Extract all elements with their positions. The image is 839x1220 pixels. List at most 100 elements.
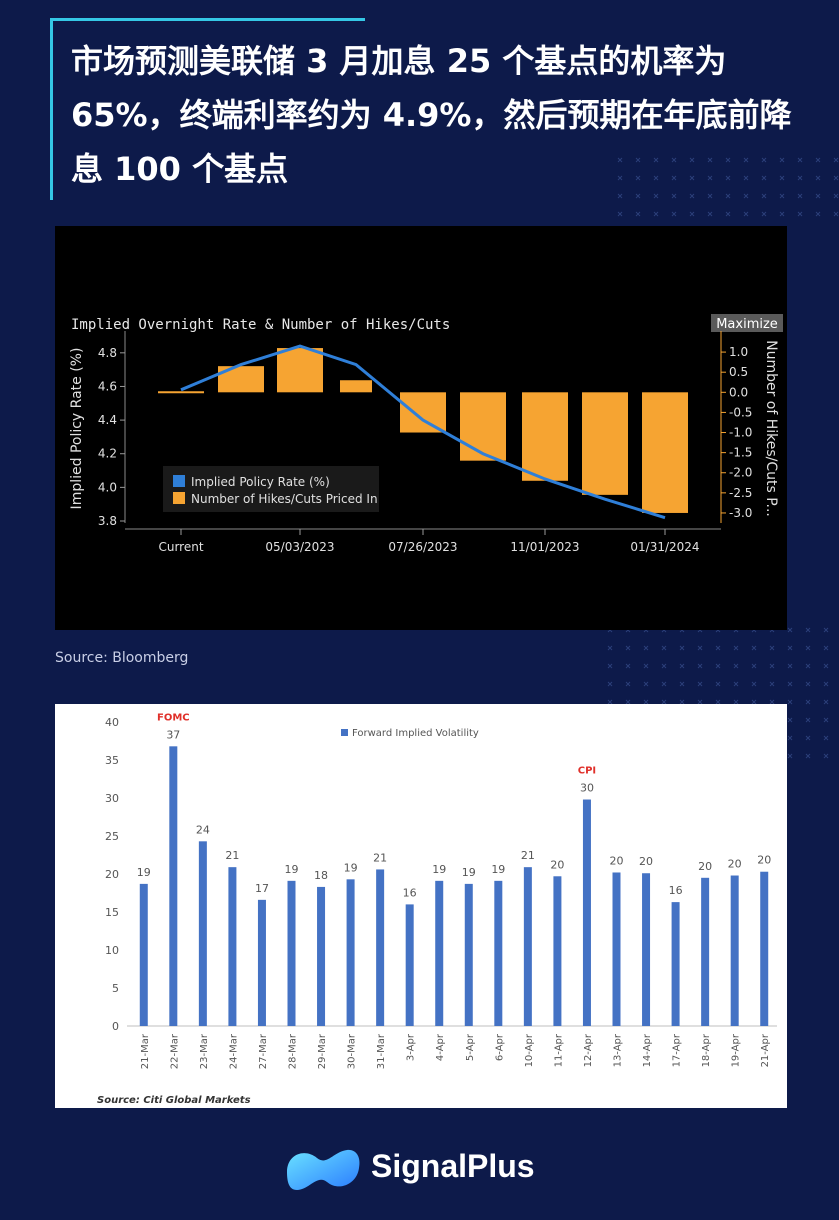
hike-cut-bar [460, 392, 506, 461]
y-tick-label: 4.4 [98, 413, 117, 427]
x-tick-label: 27-Mar [258, 1033, 269, 1069]
x-tick-label: 07/26/2023 [388, 540, 457, 554]
citi-chart-svg: 0 5 10 15 20 25 30 35 40 Forward Implied Volatili… [97, 712, 777, 1106]
x-tick-label: 05/03/2023 [265, 540, 334, 554]
data-label: 20 [698, 860, 712, 873]
hike-cut-bar [400, 392, 446, 433]
hike-cut-bar [340, 380, 372, 393]
y-tick-label: 3.8 [98, 514, 117, 528]
volatility-bar [523, 867, 532, 1026]
y-tick-label: 20 [105, 868, 119, 881]
volatility-bar [346, 879, 355, 1026]
volatility-bar [257, 899, 266, 1026]
data-label: 19 [285, 863, 299, 876]
y-tick-label: 15 [105, 906, 119, 919]
brand-name: SignalPlus [371, 1148, 535, 1184]
data-label: 37 [166, 728, 180, 741]
data-label: 17 [255, 882, 269, 895]
data-label: 16 [669, 884, 683, 897]
data-label: 21 [521, 849, 535, 862]
x-tick-label: 10-Apr [524, 1033, 535, 1067]
y-tick-label: 4.2 [98, 447, 117, 461]
x-tick-label: 21-Apr [760, 1033, 771, 1067]
x-tick-label: 4-Apr [435, 1033, 446, 1061]
hike-cut-bar [522, 392, 568, 481]
implied-rate-line [180, 344, 666, 520]
y2-axis-title: Number of Hikes/Cuts P... [763, 340, 779, 517]
volatility-bar [139, 883, 148, 1026]
y-tick-label: 0 [112, 1020, 119, 1033]
x-tick-label: 21-Mar [140, 1033, 151, 1069]
x-tick-label: 28-Mar [288, 1033, 299, 1069]
hike-cut-bar [642, 392, 688, 513]
legend-swatch-bars [173, 492, 185, 504]
x-tick-label: 29-Mar [317, 1033, 328, 1069]
x-tick-label: 18-Apr [701, 1033, 712, 1067]
y-tick-label: 25 [105, 830, 119, 843]
x-tick-label: 30-Mar [347, 1033, 358, 1069]
x-tick-label: 19-Apr [731, 1033, 742, 1067]
data-label: 16 [403, 886, 417, 899]
x-tick-label: 13-Apr [613, 1033, 624, 1067]
data-label: 18 [314, 869, 328, 882]
data-label: 19 [432, 863, 446, 876]
data-label: 20 [639, 855, 653, 868]
x-tick-label: 24-Mar [228, 1033, 239, 1069]
volatility-bar [582, 799, 591, 1026]
legend-box [163, 466, 379, 512]
x-tick-label: Current [158, 540, 203, 554]
data-label: 30 [580, 782, 594, 795]
volatility-bar [464, 883, 473, 1026]
volatility-bar [317, 886, 326, 1026]
data-label: 21 [373, 851, 387, 864]
source-citi: Source: Citi Global Markets [97, 1095, 251, 1106]
y-tick-label: 5 [112, 982, 119, 995]
volatility-bar [494, 880, 503, 1026]
volatility-bar [228, 867, 237, 1026]
y-tick-label: 4.0 [98, 480, 117, 494]
maximize-button[interactable] [711, 314, 783, 332]
data-label: 20 [550, 858, 564, 871]
title-frame: 市场预测美联储 3 月加息 25 个基点的机率为 65%，终端利率约为 4.9%… [50, 18, 813, 200]
bloomberg-chart-svg: Implied Overnight Rate & Number of Hikes… [69, 314, 783, 554]
volatility-bar [198, 841, 207, 1026]
y2-tick-label: -1.0 [729, 426, 752, 440]
data-label: 19 [137, 866, 151, 879]
volatility-bar [612, 872, 621, 1026]
y-tick-label: 30 [105, 792, 119, 805]
y-tick-label: 10 [105, 944, 119, 957]
volatility-bar [701, 877, 710, 1026]
x-tick-label: 11/01/2023 [510, 540, 579, 554]
y2-tick-label: -2.5 [729, 486, 752, 500]
volatility-bar [642, 873, 651, 1026]
legend-label-bars: Number of Hikes/Cuts Priced In [191, 492, 378, 506]
y-axis-title: Implied Policy Rate (%) [69, 348, 85, 510]
y2-tick-label: 0.0 [729, 385, 748, 399]
y-tick-label: 35 [105, 754, 119, 767]
y2-tick-label: -2.0 [729, 466, 752, 480]
legend-label: Forward Implied Volatility [352, 728, 479, 739]
legend-swatch-rate [173, 475, 185, 487]
data-label: 19 [462, 866, 476, 879]
volatility-bar [671, 902, 680, 1026]
legend-swatch [341, 729, 348, 736]
x-tick-label: 23-Mar [199, 1033, 210, 1069]
y-tick-label: 4.8 [98, 346, 117, 360]
data-label: 19 [491, 863, 505, 876]
data-label: 21 [225, 849, 239, 862]
data-label: 24 [196, 823, 210, 836]
annotation-label: CPI [578, 766, 596, 777]
volatility-bar [730, 875, 739, 1026]
chart1-title: Implied Overnight Rate & Number of Hikes… [71, 317, 450, 333]
y2-tick-label: -1.5 [729, 446, 752, 460]
x-tick-label: 12-Apr [583, 1033, 594, 1067]
x-tick-label: 3-Apr [406, 1033, 417, 1061]
x-tick-label: 01/31/2024 [630, 540, 699, 554]
data-label: 19 [344, 861, 358, 874]
volatility-bar [553, 876, 562, 1026]
page-title: 市场预测美联储 3 月加息 25 个基点的机率为 65%，终端利率约为 4.9%… [71, 42, 792, 188]
y-tick-label: 4.6 [98, 379, 117, 393]
data-label: 20 [728, 858, 742, 871]
signalplus-logo: SignalPlus [283, 1140, 573, 1200]
y-tick-label: 40 [105, 716, 119, 729]
